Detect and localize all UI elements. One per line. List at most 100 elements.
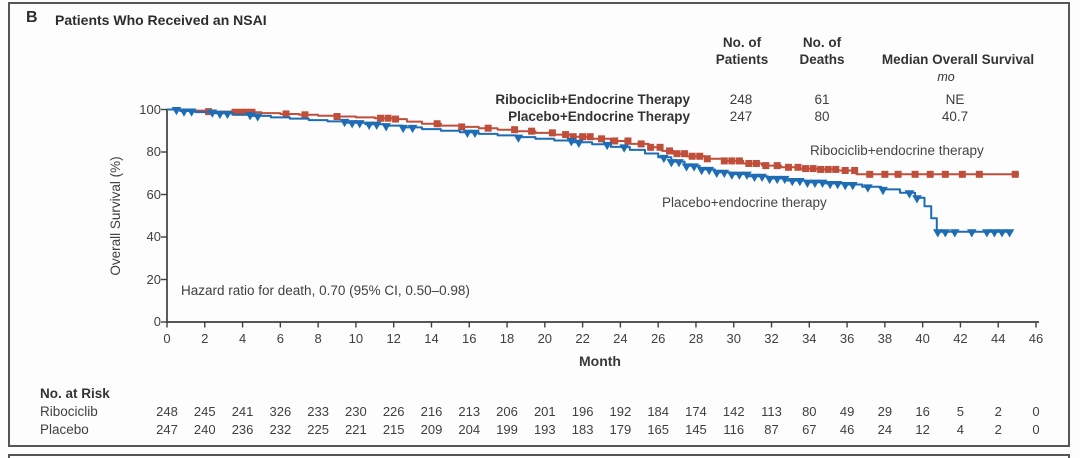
x-tick-label: 32 bbox=[764, 331, 779, 346]
x-tick-label: 28 bbox=[688, 331, 704, 346]
panel-border bbox=[8, 2, 1070, 447]
at-risk-value: 0 bbox=[1032, 404, 1040, 419]
at-risk-value: 183 bbox=[571, 422, 594, 437]
y-tick-label: 40 bbox=[146, 229, 161, 244]
summary-header-deaths-line1: No. of bbox=[802, 35, 842, 50]
at-risk-value: 29 bbox=[877, 404, 893, 419]
at-risk-value: 5 bbox=[956, 404, 965, 419]
y-tick-label: 100 bbox=[139, 101, 161, 117]
x-tick-label: 26 bbox=[650, 331, 666, 346]
at-risk-title: No. at Risk bbox=[40, 386, 110, 401]
at-risk-value: 225 bbox=[307, 422, 329, 437]
at-risk-row-ribociclib-label: Ribociclib bbox=[40, 404, 98, 419]
x-tick-label: 30 bbox=[726, 331, 741, 346]
next-panel-border bbox=[8, 454, 1070, 458]
x-tick-label: 44 bbox=[990, 331, 1006, 346]
x-tick-label: 6 bbox=[276, 331, 284, 346]
x-tick-label: 18 bbox=[499, 331, 515, 346]
at-risk-value: 165 bbox=[647, 422, 670, 437]
panel-title: Patients Who Received an NSAI bbox=[55, 12, 267, 28]
x-tick-label: 8 bbox=[314, 331, 322, 346]
at-risk-value: 193 bbox=[533, 422, 556, 437]
x-tick-label: 34 bbox=[802, 331, 817, 346]
x-tick-label: 14 bbox=[424, 331, 439, 346]
y-tick-label: 60 bbox=[146, 186, 161, 202]
at-risk-value: 230 bbox=[345, 404, 367, 419]
at-risk-value: 87 bbox=[764, 422, 779, 437]
x-tick-label: 46 bbox=[1028, 331, 1044, 346]
at-risk-value: 232 bbox=[269, 422, 292, 437]
at-risk-value: 199 bbox=[496, 422, 518, 437]
at-risk-value: 326 bbox=[269, 404, 292, 419]
at-risk-value: 226 bbox=[382, 404, 405, 419]
summary-header-patients-line1: No. of bbox=[722, 35, 762, 50]
x-tick-label: 4 bbox=[238, 331, 247, 346]
at-risk-value: 49 bbox=[839, 404, 855, 419]
summary-header-patients: No. of Patients bbox=[702, 34, 782, 68]
at-risk-row-placebo-label: Placebo bbox=[40, 422, 89, 437]
at-risk-value: 213 bbox=[458, 404, 481, 419]
x-tick-label: 12 bbox=[386, 331, 401, 346]
x-tick-label: 40 bbox=[915, 331, 930, 346]
at-risk-value: 2 bbox=[994, 422, 1002, 437]
x-tick-label: 22 bbox=[575, 331, 590, 346]
summary-placebo-median: 40.7 bbox=[941, 109, 969, 124]
x-tick-label: 36 bbox=[839, 331, 855, 346]
at-risk-value: 12 bbox=[915, 422, 930, 437]
at-risk-value: 221 bbox=[345, 422, 367, 437]
summary-placebo-deaths: 80 bbox=[814, 109, 830, 124]
x-axis-title: Month bbox=[579, 353, 621, 369]
placebo-curve-label: Placebo+endocrine therapy bbox=[662, 195, 827, 210]
at-risk-value: 4 bbox=[956, 422, 965, 437]
summary-placebo-patients: 247 bbox=[729, 109, 753, 124]
at-risk-value: 192 bbox=[609, 404, 632, 419]
at-risk-value: 240 bbox=[193, 422, 216, 437]
hazard-ratio-annotation: Hazard ratio for death, 0.70 (95% CI, 0.… bbox=[181, 283, 470, 298]
at-risk-value: 113 bbox=[761, 404, 782, 419]
at-risk-value: 67 bbox=[802, 422, 817, 437]
at-risk-value: 201 bbox=[533, 404, 556, 419]
summary-row-ribociclib-label: Ribociclib+Endocrine Therapy bbox=[495, 92, 690, 107]
at-risk-value: 236 bbox=[231, 422, 254, 437]
at-risk-value: 233 bbox=[307, 404, 329, 419]
summary-header-median-unit: mo bbox=[937, 70, 955, 84]
x-tick-label: 2 bbox=[201, 331, 209, 346]
x-tick-label: 10 bbox=[348, 331, 364, 346]
at-risk-value: 215 bbox=[382, 422, 405, 437]
summary-ribociclib-patients: 248 bbox=[729, 92, 753, 107]
x-tick-label: 24 bbox=[613, 331, 628, 346]
at-risk-value: 209 bbox=[420, 422, 443, 437]
at-risk-value: 245 bbox=[193, 404, 216, 419]
x-tick-label: 20 bbox=[537, 331, 553, 346]
summary-row-placebo-label: Placebo+Endocrine Therapy bbox=[508, 109, 690, 124]
at-risk-value: 179 bbox=[609, 422, 632, 437]
at-risk-value: 142 bbox=[722, 404, 745, 419]
summary-header-median: Median Overall Survival bbox=[881, 52, 1035, 67]
at-risk-value: 248 bbox=[156, 404, 178, 419]
at-risk-value: 2 bbox=[994, 404, 1002, 419]
at-risk-value: 80 bbox=[802, 404, 817, 419]
summary-header-deaths-line2: Deaths bbox=[799, 52, 845, 67]
summary-ribociclib-median: NE bbox=[945, 92, 965, 107]
panel-label: B bbox=[26, 9, 38, 26]
at-risk-value: 204 bbox=[458, 422, 481, 437]
at-risk-value: 216 bbox=[420, 404, 443, 419]
x-tick-label: 42 bbox=[953, 331, 968, 346]
summary-ribociclib-deaths: 61 bbox=[814, 92, 830, 107]
ribociclib-curve-label: Ribociclib+endocrine therapy bbox=[810, 143, 984, 158]
at-risk-value: 0 bbox=[1032, 422, 1040, 437]
summary-header-patients-line2: Patients bbox=[715, 52, 769, 67]
x-tick-label: 0 bbox=[163, 331, 171, 346]
at-risk-value: 16 bbox=[915, 404, 930, 419]
y-axis-title: Overall Survival (%) bbox=[108, 156, 123, 276]
x-tick-label: 38 bbox=[877, 331, 893, 346]
y-tick-label: 20 bbox=[146, 271, 161, 287]
at-risk-value: 247 bbox=[156, 422, 178, 437]
at-risk-value: 206 bbox=[496, 404, 518, 419]
y-tick-label: 0 bbox=[153, 314, 161, 329]
at-risk-value: 46 bbox=[839, 422, 855, 437]
at-risk-value: 174 bbox=[685, 404, 707, 419]
at-risk-value: 184 bbox=[647, 404, 670, 419]
at-risk-value: 196 bbox=[571, 404, 594, 419]
